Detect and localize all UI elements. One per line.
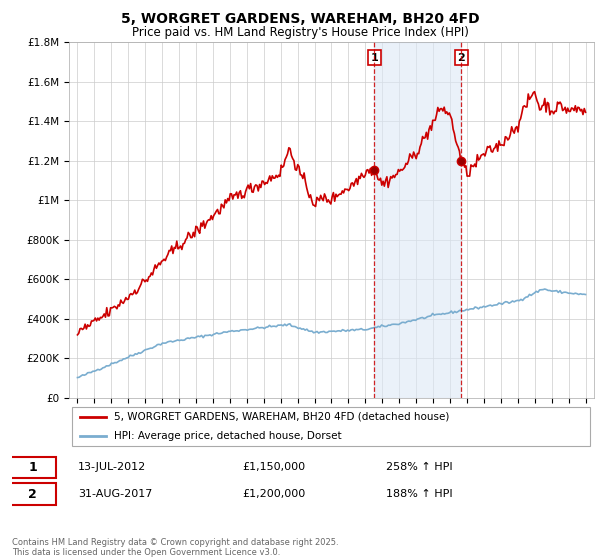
FancyBboxPatch shape [9,483,56,505]
Text: 1: 1 [370,53,378,63]
Text: £1,200,000: £1,200,000 [242,489,305,499]
Text: 31-AUG-2017: 31-AUG-2017 [78,489,152,499]
Text: £1,150,000: £1,150,000 [242,463,305,473]
Text: HPI: Average price, detached house, Dorset: HPI: Average price, detached house, Dors… [113,431,341,441]
Bar [374,42,461,398]
Text: Price paid vs. HM Land Registry's House Price Index (HPI): Price paid vs. HM Land Registry's House … [131,26,469,39]
Text: 13-JUL-2012: 13-JUL-2012 [78,463,146,473]
Text: 2: 2 [28,488,37,501]
FancyBboxPatch shape [71,407,590,446]
Text: 188% ↑ HPI: 188% ↑ HPI [386,489,453,499]
FancyBboxPatch shape [9,457,56,478]
Text: 258% ↑ HPI: 258% ↑ HPI [386,463,453,473]
Text: 1: 1 [28,461,37,474]
Text: 5, WORGRET GARDENS, WAREHAM, BH20 4FD: 5, WORGRET GARDENS, WAREHAM, BH20 4FD [121,12,479,26]
Text: Contains HM Land Registry data © Crown copyright and database right 2025.
This d: Contains HM Land Registry data © Crown c… [12,538,338,557]
Text: 2: 2 [457,53,465,63]
Text: 5, WORGRET GARDENS, WAREHAM, BH20 4FD (detached house): 5, WORGRET GARDENS, WAREHAM, BH20 4FD (d… [113,412,449,422]
